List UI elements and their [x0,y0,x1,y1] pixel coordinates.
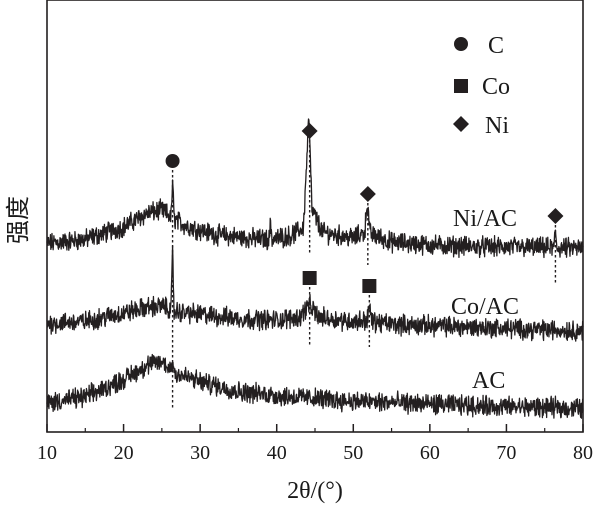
x-tick-label-80: 80 [573,442,593,464]
x-axis-title: 2θ/(°) [287,478,343,504]
y-axis-title: 强度 [5,196,32,244]
x-tick-label-70: 70 [496,442,516,464]
phase-marker-diamond-5 [547,208,564,224]
x-tick-label-30: 30 [190,442,210,464]
phase-marker-square-4 [362,279,377,293]
x-tick-label-40: 40 [267,442,287,464]
curve-label-co-ac: Co/AC [451,294,519,320]
curve-label-ac: AC [472,368,505,394]
reference-lines-layer [165,123,564,410]
x-tick-label-60: 60 [420,442,440,464]
phase-marker-diamond-1 [301,123,318,139]
phase-marker-circle-0 [165,154,180,168]
legend-label-co: Co [482,74,510,100]
legend: C Co Ni [453,33,510,139]
legend-square-marker [454,79,468,93]
phase-marker-square-2 [302,271,317,285]
phase-marker-diamond-3 [359,186,376,202]
legend-circle-marker [454,37,468,51]
x-tick-label-10: 10 [37,442,57,464]
series-line-ac [46,353,584,419]
curve-label-ni-ac: Ni/AC [453,206,517,232]
series-line-co-ac [46,245,584,342]
x-ticks-layer: 10 20 30 40 50 60 70 80 [37,424,593,464]
legend-label-ni: Ni [485,113,509,139]
series-line-ni-ac [46,118,584,259]
legend-label-c: C [488,33,504,59]
curves-layer [46,118,584,419]
x-tick-label-50: 50 [343,442,363,464]
x-tick-label-20: 20 [114,442,134,464]
legend-diamond-marker [453,116,469,132]
